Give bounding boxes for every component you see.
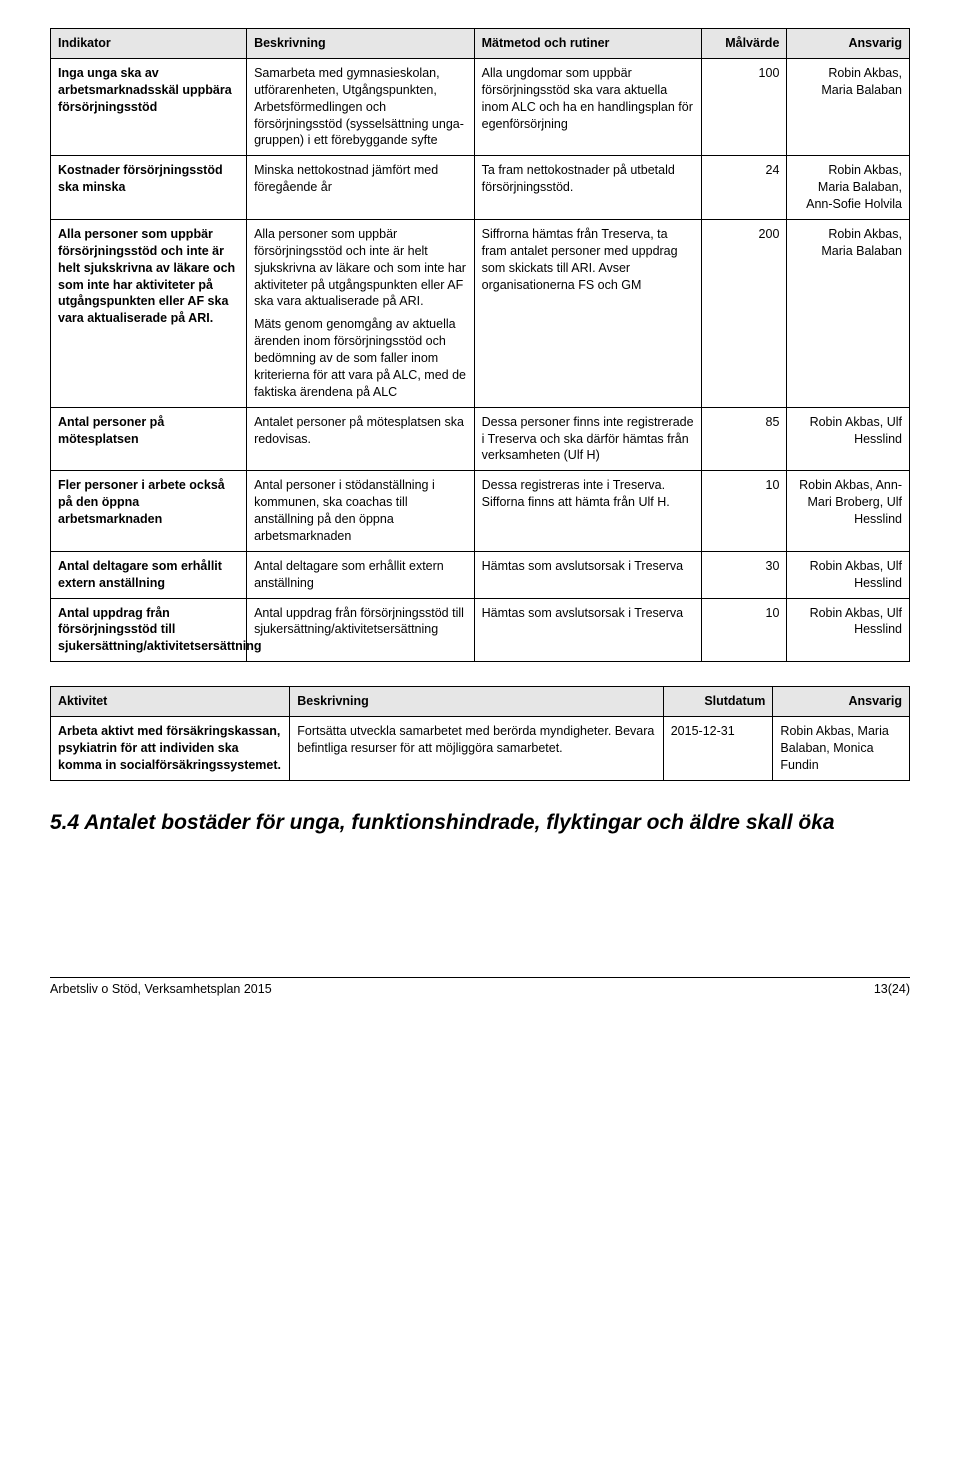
header-desc: Beskrivning	[290, 687, 663, 717]
header-indicator: Indikator	[51, 29, 247, 59]
cell-method: Ta fram nettokostnader på utbetald försö…	[474, 156, 702, 220]
cell-activity: Arbeta aktivt med försäkringskassan, psy…	[51, 717, 290, 781]
footer-right: 13(24)	[874, 981, 910, 998]
table-row: Inga unga ska av arbetsmarknadsskäl uppb…	[51, 58, 910, 155]
activity-header-row: Aktivitet Beskrivning Slutdatum Ansvarig	[51, 687, 910, 717]
header-target: Målvärde	[702, 29, 787, 59]
cell-method: Hämtas som avslutsorsak i Treserva	[474, 551, 702, 598]
cell-indicator: Antal deltagare som erhållit extern anst…	[51, 551, 247, 598]
activity-table: Aktivitet Beskrivning Slutdatum Ansvarig…	[50, 686, 910, 781]
cell-target: 10	[702, 598, 787, 662]
cell-method: Dessa personer finns inte registrerade i…	[474, 407, 702, 471]
cell-responsible: Robin Akbas, Maria Balaban	[787, 219, 910, 407]
header-responsible: Ansvarig	[787, 29, 910, 59]
section-heading-5-4: 5.4 Antalet bostäder för unga, funktions…	[50, 809, 910, 837]
cell-desc: Minska nettokostnad jämfört med föregåen…	[247, 156, 475, 220]
header-method: Mätmetod och rutiner	[474, 29, 702, 59]
cell-target: 24	[702, 156, 787, 220]
header-activity: Aktivitet	[51, 687, 290, 717]
activity-tbody: Arbeta aktivt med försäkringskassan, psy…	[51, 717, 910, 781]
cell-desc: Antal uppdrag från försörjningsstöd till…	[247, 598, 475, 662]
cell-indicator: Alla personer som uppbär försörjningsstö…	[51, 219, 247, 407]
table-row: Arbeta aktivt med försäkringskassan, psy…	[51, 717, 910, 781]
cell-method: Alla ungdomar som uppbär försörjningsstö…	[474, 58, 702, 155]
table-row: Antal personer på mötesplatsen Antalet p…	[51, 407, 910, 471]
table-row: Fler personer i arbete också på den öppn…	[51, 471, 910, 552]
cell-responsible: Robin Akbas, Maria Balaban, Ann-Sofie Ho…	[787, 156, 910, 220]
cell-responsible: Robin Akbas, Ulf Hesslind	[787, 598, 910, 662]
cell-target: 10	[702, 471, 787, 552]
cell-target: 100	[702, 58, 787, 155]
cell-responsible: Robin Akbas, Ann-Mari Broberg, Ulf Hessl…	[787, 471, 910, 552]
cell-indicator: Fler personer i arbete också på den öppn…	[51, 471, 247, 552]
cell-responsible: Robin Akbas, Ulf Hesslind	[787, 551, 910, 598]
cell-desc: Fortsätta utveckla samarbetet med berörd…	[290, 717, 663, 781]
table-row: Antal uppdrag från försörjningsstöd till…	[51, 598, 910, 662]
cell-desc: Antalet personer på mötesplatsen ska red…	[247, 407, 475, 471]
cell-responsible: Robin Akbas, Maria Balaban, Monica Fundi…	[773, 717, 910, 781]
header-deadline: Slutdatum	[663, 687, 773, 717]
cell-deadline: 2015-12-31	[663, 717, 773, 781]
cell-method: Dessa registreras inte i Treserva. Siffo…	[474, 471, 702, 552]
cell-desc-p2: Mäts genom genomgång av aktuella ärenden…	[254, 316, 467, 400]
cell-desc: Alla personer som uppbär försörjningsstö…	[247, 219, 475, 407]
cell-desc: Samarbeta med gymnasieskolan, utförarenh…	[247, 58, 475, 155]
footer-left: Arbetsliv o Stöd, Verksamhetsplan 2015	[50, 981, 272, 998]
cell-desc: Antal deltagare som erhållit extern anst…	[247, 551, 475, 598]
header-desc: Beskrivning	[247, 29, 475, 59]
table-row: Antal deltagare som erhållit extern anst…	[51, 551, 910, 598]
header-responsible: Ansvarig	[773, 687, 910, 717]
indicator-header-row: Indikator Beskrivning Mätmetod och rutin…	[51, 29, 910, 59]
table-row: Alla personer som uppbär försörjningsstö…	[51, 219, 910, 407]
cell-target: 200	[702, 219, 787, 407]
cell-indicator: Inga unga ska av arbetsmarknadsskäl uppb…	[51, 58, 247, 155]
page-footer: Arbetsliv o Stöd, Verksamhetsplan 2015 1…	[50, 977, 910, 998]
cell-method: Siffrorna hämtas från Treserva, ta fram …	[474, 219, 702, 407]
cell-desc: Antal personer i stödanställning i kommu…	[247, 471, 475, 552]
cell-responsible: Robin Akbas, Ulf Hesslind	[787, 407, 910, 471]
cell-target: 30	[702, 551, 787, 598]
indicator-tbody: Inga unga ska av arbetsmarknadsskäl uppb…	[51, 58, 910, 661]
cell-indicator: Antal uppdrag från försörjningsstöd till…	[51, 598, 247, 662]
cell-responsible: Robin Akbas, Maria Balaban	[787, 58, 910, 155]
cell-desc-p1: Alla personer som uppbär försörjningsstö…	[254, 227, 466, 309]
cell-indicator: Antal personer på mötesplatsen	[51, 407, 247, 471]
table-row: Kostnader försörjningsstöd ska minska Mi…	[51, 156, 910, 220]
cell-indicator: Kostnader försörjningsstöd ska minska	[51, 156, 247, 220]
cell-method: Hämtas som avslutsorsak i Treserva	[474, 598, 702, 662]
indicator-table: Indikator Beskrivning Mätmetod och rutin…	[50, 28, 910, 662]
cell-target: 85	[702, 407, 787, 471]
